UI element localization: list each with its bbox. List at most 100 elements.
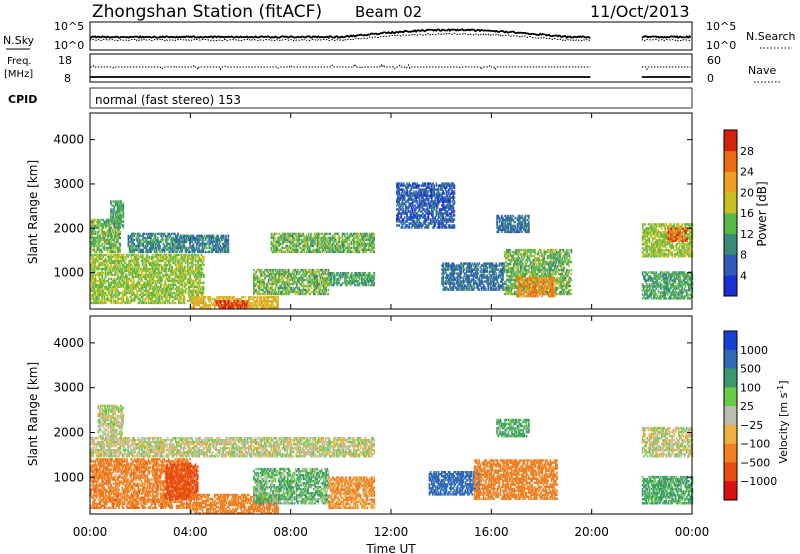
power-cell <box>122 281 125 285</box>
power-cell <box>110 242 112 246</box>
power-cell <box>122 283 125 287</box>
power-cell <box>193 304 196 307</box>
power-cell <box>168 232 170 236</box>
power-cell <box>103 281 106 285</box>
power-cell <box>227 300 230 303</box>
power-cell <box>156 279 159 283</box>
power-cell <box>154 246 157 250</box>
power-cell <box>141 301 144 305</box>
freq-panel-frame <box>89 53 693 83</box>
power-cell <box>224 240 226 244</box>
power-cell <box>127 265 129 269</box>
power-cell <box>178 301 180 305</box>
power-cell <box>148 281 151 285</box>
power-cell <box>219 304 222 307</box>
power-cell <box>132 283 135 287</box>
power-cell <box>196 302 198 305</box>
power-cell <box>191 244 193 248</box>
power-cell <box>96 255 99 259</box>
power-cell <box>173 253 176 257</box>
power-cell <box>136 269 138 273</box>
power-cell <box>115 216 118 219</box>
power-cell <box>218 304 221 307</box>
power-cell <box>152 257 154 261</box>
power-cell <box>197 302 199 305</box>
power-cell <box>118 210 120 213</box>
power-cell <box>180 271 182 275</box>
power-cell <box>147 299 150 303</box>
power-cell <box>241 296 243 299</box>
power-cell <box>300 284 303 288</box>
power-cell <box>108 232 110 236</box>
power-cell <box>140 269 143 273</box>
power-cell <box>285 280 288 284</box>
power-cell <box>181 238 183 242</box>
power-cell <box>119 263 121 267</box>
power-cell <box>288 250 291 254</box>
power-cell <box>314 278 316 282</box>
power-cell <box>305 288 307 292</box>
power-cell <box>164 301 167 305</box>
power-cell <box>151 281 153 285</box>
power-cell <box>133 248 135 252</box>
power-cell <box>253 306 256 309</box>
power-cell <box>292 286 295 290</box>
power-cell <box>93 232 96 236</box>
power-cell <box>155 295 158 299</box>
power-cell <box>95 279 98 283</box>
power-cell <box>277 280 280 284</box>
power-cell <box>280 280 282 284</box>
power-cell <box>90 224 92 228</box>
power-cell <box>157 289 160 293</box>
power-cell <box>202 257 205 261</box>
power-cell <box>175 269 178 273</box>
power-cell <box>272 268 274 272</box>
power-cell <box>114 263 117 267</box>
power-cell <box>190 295 193 299</box>
power-cell <box>110 220 112 224</box>
power-cell <box>152 287 154 291</box>
power-cell <box>178 265 180 269</box>
power-cell <box>178 273 180 277</box>
power-cell <box>132 275 135 279</box>
cpid-text: normal (fast stereo) 153 <box>95 93 241 107</box>
power-cell <box>137 236 140 240</box>
power-cell <box>199 306 202 309</box>
power-cell <box>97 301 100 305</box>
power-cell <box>245 306 248 309</box>
power-cell <box>170 253 172 257</box>
power-cell <box>120 285 123 289</box>
power-cell <box>119 200 121 203</box>
power-cell <box>175 238 177 242</box>
power-cell <box>136 244 139 248</box>
power-cell <box>105 230 108 234</box>
power-cell <box>268 288 271 292</box>
power-cell <box>324 290 326 294</box>
power-cell <box>138 281 141 285</box>
power-cell <box>163 269 166 273</box>
power-cell <box>111 204 113 207</box>
power-cell <box>95 273 98 277</box>
power-cell <box>170 271 172 275</box>
power-cell <box>169 289 171 293</box>
power-cell <box>93 279 96 283</box>
power-cell <box>137 263 140 267</box>
power-cell <box>242 302 245 305</box>
power-cell <box>299 290 301 294</box>
power-cell <box>174 293 177 297</box>
power-cell <box>125 273 127 277</box>
power-cell <box>111 238 114 242</box>
power-cell <box>189 299 191 303</box>
power-cell <box>103 240 106 244</box>
power-cell <box>182 242 184 246</box>
power-cell <box>191 301 194 305</box>
power-cell <box>91 236 93 240</box>
power-cell <box>173 281 176 285</box>
power-cell <box>184 291 187 295</box>
power-cell <box>116 240 118 244</box>
power-cell <box>308 268 311 272</box>
power-cell <box>112 259 115 263</box>
power-cell <box>178 236 181 240</box>
power-cell <box>113 259 116 263</box>
power-cell <box>213 240 216 244</box>
